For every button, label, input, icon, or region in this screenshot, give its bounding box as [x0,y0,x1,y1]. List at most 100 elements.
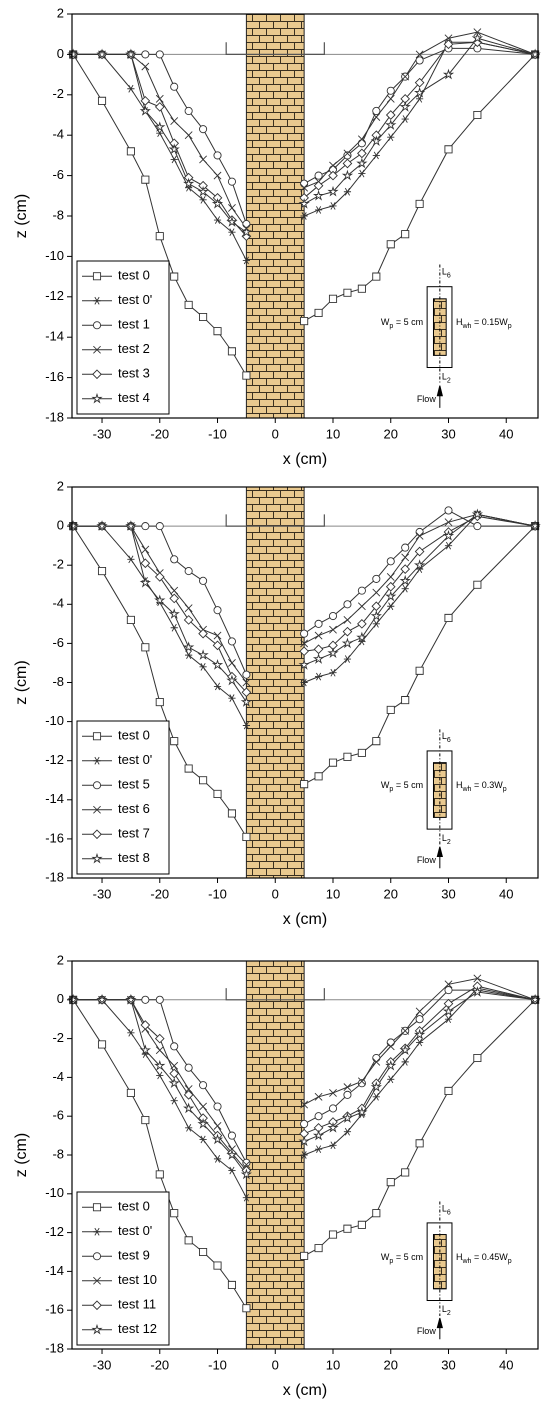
data-point [329,161,337,170]
data-point [226,1149,238,1160]
flow-label: Flow [417,394,437,404]
data-point [343,600,352,609]
annotation-part: L [442,1305,447,1315]
data-point [401,543,410,552]
data-point [312,653,325,664]
data-point [356,1106,368,1118]
data-point [329,1089,337,1097]
data-point [415,1139,424,1148]
data-point [240,696,253,707]
x-tick-label: 40 [499,1357,513,1372]
annotation-part: H [456,317,463,327]
data-point [199,312,208,322]
y-tick-label: -2 [52,1030,64,1045]
data-point [343,149,352,158]
data-point [199,1135,207,1144]
x-tick-label: 40 [499,426,513,441]
x-tick-label: -20 [150,1357,169,1372]
data-point [386,1038,395,1047]
data-point [473,974,482,983]
data-point [141,545,150,554]
data-point [357,1220,366,1229]
pile [245,13,305,419]
data-point [370,1081,382,1092]
data-point [342,626,353,637]
data-point [242,1160,251,1169]
data-point [199,1081,208,1090]
data-point [155,1170,164,1179]
x-tick-label: 20 [384,426,398,441]
y-tick-label: -18 [45,869,64,884]
legend-marker [91,1323,103,1335]
data-point [199,125,208,134]
data-point [154,1059,166,1071]
data-point [198,628,208,639]
data-point [154,594,166,606]
annotation-part: = 5 cm [393,780,423,790]
data-point [343,1224,352,1233]
data-point [154,1033,165,1044]
data-point [300,179,309,188]
annotation: Wp = 5 cm [381,780,423,793]
data-point [141,1116,150,1125]
data-point [314,619,323,628]
data-point [139,576,151,588]
data-point [372,574,381,583]
annotation-part: 2 [447,1311,451,1318]
data-point [356,157,368,169]
data-point [299,646,309,657]
y-tick-label: 0 [57,518,64,533]
data-point [473,44,482,53]
x-tick-label: -20 [150,886,169,901]
data-point [329,1141,337,1150]
data-point [213,1261,222,1270]
data-point [416,1038,424,1047]
data-point [444,1015,453,1024]
data-point [401,1058,409,1066]
data-point [386,573,395,581]
legend-marker [91,392,103,404]
data-point [199,1247,208,1257]
data-point [183,1090,194,1100]
data-point [228,228,236,236]
data-point [228,694,236,702]
flow-label: Flow [417,855,437,865]
data-point [139,105,151,116]
data-point [183,615,194,625]
data-point [213,1155,222,1163]
y-tick-label: -8 [52,1146,64,1161]
data-point [341,637,354,649]
annotation-part: = 0.3W [471,780,503,790]
data-point [416,95,424,103]
data-point [372,737,381,746]
data-point [96,48,108,60]
data-point [401,1026,410,1035]
data-point [199,196,207,204]
data-point [242,678,251,687]
data-point [442,1005,455,1017]
data-point [139,1044,151,1056]
legend-marker [92,321,102,330]
data-point [126,615,135,624]
data-point [385,590,397,602]
annotation-part: W [381,317,390,327]
pile-cap [225,514,325,527]
data-point [227,809,237,818]
data-point [300,629,309,638]
data-point [370,135,382,147]
data-point [372,1092,380,1101]
data-point [415,199,424,208]
y-tick-label: -10 [45,248,64,263]
x-tick-label: 30 [441,426,455,441]
data-point [211,658,224,670]
data-point [212,640,223,651]
data-point [357,602,366,611]
flow-arrow [436,1317,443,1340]
annotation-part: H [456,780,463,790]
data-point [357,139,366,148]
data-point [168,608,180,619]
data-point [357,586,366,595]
legend-marker [92,732,102,741]
data-point [399,1044,411,1056]
